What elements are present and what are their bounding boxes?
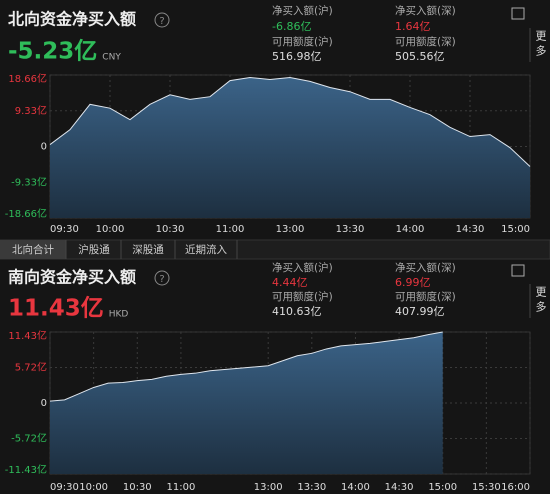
expand-icon[interactable]: [511, 7, 525, 20]
y-tick-label: -11.43亿: [5, 463, 47, 476]
tab[interactable]: 沪股通: [78, 243, 110, 256]
tab-active-bg: [0, 240, 66, 259]
more-button[interactable]: 更多: [534, 286, 547, 316]
x-tick-label: 10:30: [156, 224, 185, 235]
south-value: 11.43亿: [8, 296, 104, 322]
x-tick-label: 13:30: [297, 482, 326, 493]
stat-value: 6.99亿: [395, 276, 431, 289]
y-tick-label: 9.33亿: [15, 104, 47, 117]
y-tick-label: 0: [41, 398, 47, 409]
x-tick-label: 14:30: [456, 224, 485, 235]
more-button[interactable]: 更多: [534, 30, 547, 60]
x-tick-label: 11:00: [166, 482, 195, 493]
help-icon[interactable]: [154, 270, 170, 286]
y-tick-label: -18.66亿: [5, 207, 47, 220]
stat-label: 可用额度(深): [395, 35, 456, 48]
area: [50, 77, 530, 219]
y-tick-label: 18.66亿: [8, 72, 47, 85]
line: [49, 331, 443, 402]
stat-value: 407.99亿: [395, 305, 445, 318]
stat-value: 1.64亿: [395, 20, 431, 33]
x-tick-label: 10:00: [96, 224, 125, 235]
north-value: -5.23亿: [8, 39, 97, 65]
stat-value: 516.98亿: [272, 50, 322, 63]
y-tick-label: 11.43亿: [8, 329, 47, 342]
x-tick-label: 09:30: [50, 224, 79, 235]
stat-value: 410.63亿: [272, 305, 322, 318]
north-title: 北向资金净买入额: [8, 10, 136, 29]
south-title: 南向资金净买入额: [8, 268, 136, 287]
x-tick-label: 13:00: [254, 482, 283, 493]
stat-label: 可用额度(沪): [272, 290, 333, 303]
x-tick-label: 10:30: [123, 482, 152, 493]
x-tick-label: 13:30: [336, 224, 365, 235]
expand-icon[interactable]: [511, 264, 525, 277]
help-icon-mark: ?: [159, 274, 164, 285]
x-tick-label: 10:00: [79, 482, 108, 493]
help-icon[interactable]: [154, 12, 170, 28]
x-tick-label: 14:00: [396, 224, 425, 235]
x-tick-label: 15:00: [501, 224, 530, 235]
help-icon-mark: ?: [159, 16, 164, 27]
y-tick-label: -5.72亿: [11, 432, 47, 445]
stat-label: 可用额度(沪): [272, 35, 333, 48]
x-tick-label: 16:00: [501, 482, 530, 493]
area: [50, 332, 443, 474]
tab[interactable]: 深股通: [132, 244, 164, 256]
stat-label: 净买入额(深): [395, 261, 456, 274]
x-tick-label: 13:00: [276, 224, 305, 235]
tab-bar: [0, 239, 550, 260]
x-tick-label: 09:30: [50, 482, 79, 493]
stat-value: 4.44亿: [272, 276, 308, 289]
stat-label: 净买入额(深): [395, 4, 456, 17]
north-currency: CNY: [102, 53, 121, 63]
stat-label: 净买入额(沪): [272, 261, 333, 274]
x-tick-label: 15:30: [472, 482, 501, 493]
y-tick-label: 5.72亿: [15, 360, 47, 373]
x-tick-label: 14:30: [385, 482, 414, 493]
tab[interactable]: 近期流入: [185, 243, 227, 256]
x-tick-label: 14:00: [341, 482, 370, 493]
y-tick-label: 0: [41, 142, 47, 153]
line: [49, 77, 531, 167]
tab[interactable]: 北向合计: [12, 243, 54, 256]
south-currency: HKD: [109, 310, 129, 320]
x-tick-label: 15:00: [428, 482, 457, 493]
y-tick-label: -9.33亿: [11, 175, 47, 188]
stat-value: 505.56亿: [395, 50, 445, 63]
stat-value: -6.86亿: [272, 20, 311, 33]
x-tick-label: 11:00: [216, 224, 245, 235]
stat-label: 可用额度(深): [395, 290, 456, 303]
stat-label: 净买入额(沪): [272, 4, 333, 17]
